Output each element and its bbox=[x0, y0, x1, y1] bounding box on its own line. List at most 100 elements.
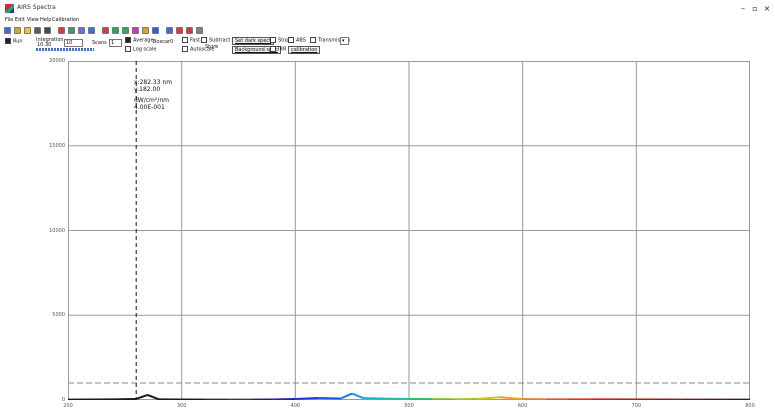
save-icon[interactable] bbox=[14, 27, 21, 34]
zoom-icon[interactable] bbox=[68, 27, 75, 34]
y-tick-label: 10000 bbox=[49, 227, 65, 234]
boxcar-value: 0 bbox=[170, 39, 174, 45]
help-icon[interactable] bbox=[196, 27, 203, 34]
refresh-icon[interactable] bbox=[122, 27, 129, 34]
menu-edit[interactable]: Edit bbox=[15, 17, 25, 23]
menu-file[interactable]: File bbox=[5, 17, 14, 23]
spectrum-segment bbox=[351, 392, 364, 400]
minimize-button[interactable]: – bbox=[741, 4, 745, 13]
x-tick-label: 300 bbox=[176, 403, 187, 409]
average-label: Average bbox=[133, 37, 154, 44]
spectrum-segment bbox=[147, 393, 160, 400]
y-tick-label: 5000 bbox=[52, 312, 65, 319]
cursor-x-readout: x:282.33 nm bbox=[134, 79, 173, 86]
spectrum-segment bbox=[454, 397, 478, 400]
checkbox-icon bbox=[270, 46, 276, 52]
scan-progress-fill bbox=[36, 48, 94, 51]
calibrate-button[interactable]: calibration bbox=[288, 46, 321, 54]
controls-panel: Run Integration 10.30 10 Scans 1 Average… bbox=[0, 36, 775, 62]
background-button[interactable]: Background spec bbox=[232, 46, 282, 54]
x-tick-label: 400 bbox=[290, 403, 301, 409]
y-tick-label: 20000 bbox=[49, 58, 65, 64]
maximize-button[interactable]: ▫ bbox=[752, 4, 758, 13]
paint-icon[interactable] bbox=[132, 27, 139, 34]
integration-unit: 10.30 bbox=[37, 42, 52, 48]
irr-checkbox[interactable]: IRR bbox=[270, 46, 286, 53]
scans-label: Scans bbox=[92, 40, 107, 46]
average-checkbox[interactable]: Average bbox=[125, 37, 154, 44]
print-icon[interactable] bbox=[44, 27, 51, 34]
log-scale-checkbox[interactable]: Log scale bbox=[125, 46, 156, 53]
checkbox-icon bbox=[5, 38, 11, 44]
app-logo-icon bbox=[5, 4, 14, 13]
checkbox-icon bbox=[270, 37, 276, 43]
open-icon[interactable] bbox=[4, 27, 11, 34]
spectrum-segment bbox=[363, 397, 387, 400]
run-checkbox[interactable]: Run bbox=[5, 38, 23, 45]
window-title: AIRS Spectra bbox=[17, 4, 56, 11]
checkbox-icon bbox=[125, 37, 131, 43]
x-tick-label: 200 bbox=[63, 403, 73, 409]
fast-checkbox[interactable]: Fast bbox=[182, 37, 200, 44]
chart-icon[interactable] bbox=[152, 27, 159, 34]
copy-icon[interactable] bbox=[34, 27, 41, 34]
cursor-readout: x:282.33 nm y:182.00 dW/cm²/nm 4.00E-001 bbox=[134, 79, 172, 111]
subtract-label: Subtract bbox=[209, 37, 231, 44]
transmission-checkbox[interactable]: Transmission bbox=[310, 37, 350, 44]
chevron-down-icon: ▾ bbox=[342, 38, 345, 44]
x-tick-label: 600 bbox=[517, 403, 528, 409]
cursor-value-readout: 4.00E-001 bbox=[134, 104, 165, 111]
x-tick-label: 800 bbox=[745, 403, 755, 409]
checkbox-icon bbox=[288, 37, 294, 43]
close-button[interactable]: × bbox=[763, 4, 771, 13]
status-bar bbox=[0, 408, 775, 416]
abs-checkbox[interactable]: ABS bbox=[288, 37, 306, 44]
dropper-icon[interactable] bbox=[166, 27, 173, 34]
marker-icon[interactable] bbox=[176, 27, 183, 34]
scan-progress-bar bbox=[36, 48, 94, 51]
line-icon[interactable] bbox=[186, 27, 193, 34]
spectrum-segment bbox=[318, 396, 341, 400]
subtract-checkbox[interactable]: Subtract bbox=[201, 37, 230, 44]
spectrum-segment bbox=[272, 397, 296, 400]
y-tick-label: 0 bbox=[61, 397, 65, 403]
color-icon[interactable] bbox=[58, 27, 65, 34]
folder-icon[interactable] bbox=[24, 27, 31, 34]
set-dark-button[interactable]: Set dark spect bbox=[232, 37, 275, 45]
menu-calibration[interactable]: Calibration bbox=[52, 17, 80, 23]
spectrum-segment bbox=[295, 396, 319, 400]
x-tick-label: 500 bbox=[404, 403, 414, 409]
integration-input[interactable]: 10 bbox=[64, 39, 83, 47]
integration-label: Integration bbox=[36, 37, 64, 43]
stop-checkbox[interactable]: Stop bbox=[270, 37, 289, 44]
spectrum-chart[interactable] bbox=[68, 61, 750, 400]
abs-label: ABS bbox=[296, 37, 306, 44]
cursor-y-readout: y:182.00 bbox=[134, 86, 161, 93]
autoscale-checkbox[interactable]: Autoscale bbox=[182, 46, 215, 53]
spectrum-segment bbox=[135, 393, 148, 400]
spectrum-segment bbox=[477, 396, 501, 400]
scans-input[interactable]: 1 bbox=[109, 39, 122, 47]
move-icon[interactable] bbox=[112, 27, 119, 34]
title-bar: AIRS Spectra – ▫ × bbox=[0, 0, 775, 18]
menu-view[interactable]: View bbox=[27, 17, 39, 23]
autoscale-label: Autoscale bbox=[190, 46, 215, 53]
mode-dropdown[interactable]: ▾ bbox=[340, 37, 349, 45]
spectrum-segment bbox=[340, 392, 353, 400]
menu-help[interactable]: Help bbox=[40, 17, 52, 23]
x-tick-label: 700 bbox=[631, 403, 642, 409]
spectrum-plot[interactable]: x:282.33 nm y:182.00 dW/cm²/nm 4.00E-001 bbox=[68, 61, 750, 400]
gradient-icon[interactable] bbox=[142, 27, 149, 34]
cursor-icon[interactable] bbox=[102, 27, 109, 34]
store-label: Store bbox=[205, 44, 219, 50]
checkbox-icon bbox=[310, 37, 316, 43]
boxcar-label: Boxcar bbox=[153, 39, 171, 45]
checkbox-icon bbox=[182, 46, 188, 52]
export-icon[interactable] bbox=[78, 27, 85, 34]
checkbox-icon bbox=[182, 37, 188, 43]
checkbox-icon bbox=[125, 46, 131, 52]
checkbox-icon bbox=[201, 37, 207, 43]
irr-label: IRR bbox=[278, 46, 287, 53]
log-scale-label: Log scale bbox=[133, 46, 157, 53]
arrow-icon[interactable] bbox=[88, 27, 95, 34]
